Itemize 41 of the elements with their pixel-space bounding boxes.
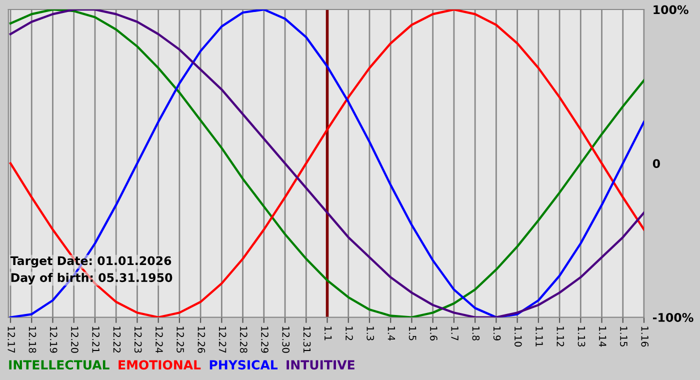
x-tick-label: 1.3 bbox=[366, 326, 374, 340]
line-series bbox=[9, 10, 644, 318]
x-tick-label: 1.8 bbox=[472, 326, 480, 340]
x-tick-label: 1.14 bbox=[599, 326, 606, 347]
x-tick-label: 1.16 bbox=[641, 326, 649, 347]
x-tick-label: 12.24 bbox=[156, 326, 163, 353]
y-tick-label: 100% bbox=[654, 5, 688, 14]
x-tick-label: 1.13 bbox=[578, 326, 586, 346]
x-tick-label: 12.19 bbox=[50, 326, 58, 353]
x-tick-label: 1.11 bbox=[536, 326, 543, 346]
x-tick-label: 1.9 bbox=[493, 326, 501, 340]
x-tick-label: 1.6 bbox=[430, 326, 438, 340]
x-tick-label: 1.4 bbox=[388, 326, 396, 341]
x-tick-label: 12.31 bbox=[303, 326, 311, 353]
text: INTUITIVE bbox=[286, 360, 354, 370]
x-tick-label: 1.5 bbox=[408, 326, 416, 340]
x-tick-label: 1.7 bbox=[451, 326, 458, 340]
x-tick-label: 12.29 bbox=[261, 326, 268, 353]
x-tick-label: 12.22 bbox=[113, 326, 121, 352]
x-tick-label: 12.21 bbox=[92, 326, 100, 353]
x-tick-label: 12.30 bbox=[282, 326, 290, 353]
text: PHYSICAL bbox=[210, 360, 278, 370]
x-tick-label: 1.10 bbox=[514, 326, 522, 347]
text: EMOTIONAL bbox=[118, 360, 201, 370]
x-tick-label: 12.26 bbox=[198, 326, 206, 353]
x-tick-label: 12.28 bbox=[240, 326, 248, 353]
x-tick-label: 1.12 bbox=[556, 326, 564, 346]
text: INTELLECTUAL bbox=[9, 360, 110, 370]
x-tick-label: 12.18 bbox=[28, 326, 36, 353]
x-tick-label: 12.23 bbox=[134, 326, 142, 353]
x-tick-label: 12.25 bbox=[176, 326, 184, 353]
x-tick-label: 1.1 bbox=[324, 326, 332, 340]
x-tick-label: 12.27 bbox=[218, 326, 226, 353]
annotation: Target Date: 01.01.2026 bbox=[10, 256, 172, 268]
x-tick-label: 12.20 bbox=[71, 326, 78, 353]
x-tick-label: 1.15 bbox=[620, 326, 628, 346]
y-tick-label: -100% bbox=[652, 313, 694, 322]
x-tick-label: 12.17 bbox=[8, 326, 16, 353]
x-tick-label: 1.2 bbox=[346, 326, 353, 340]
annotation: Day of birth: 05.31.1950 bbox=[11, 272, 172, 284]
y-tick-label: 0 bbox=[652, 159, 660, 168]
